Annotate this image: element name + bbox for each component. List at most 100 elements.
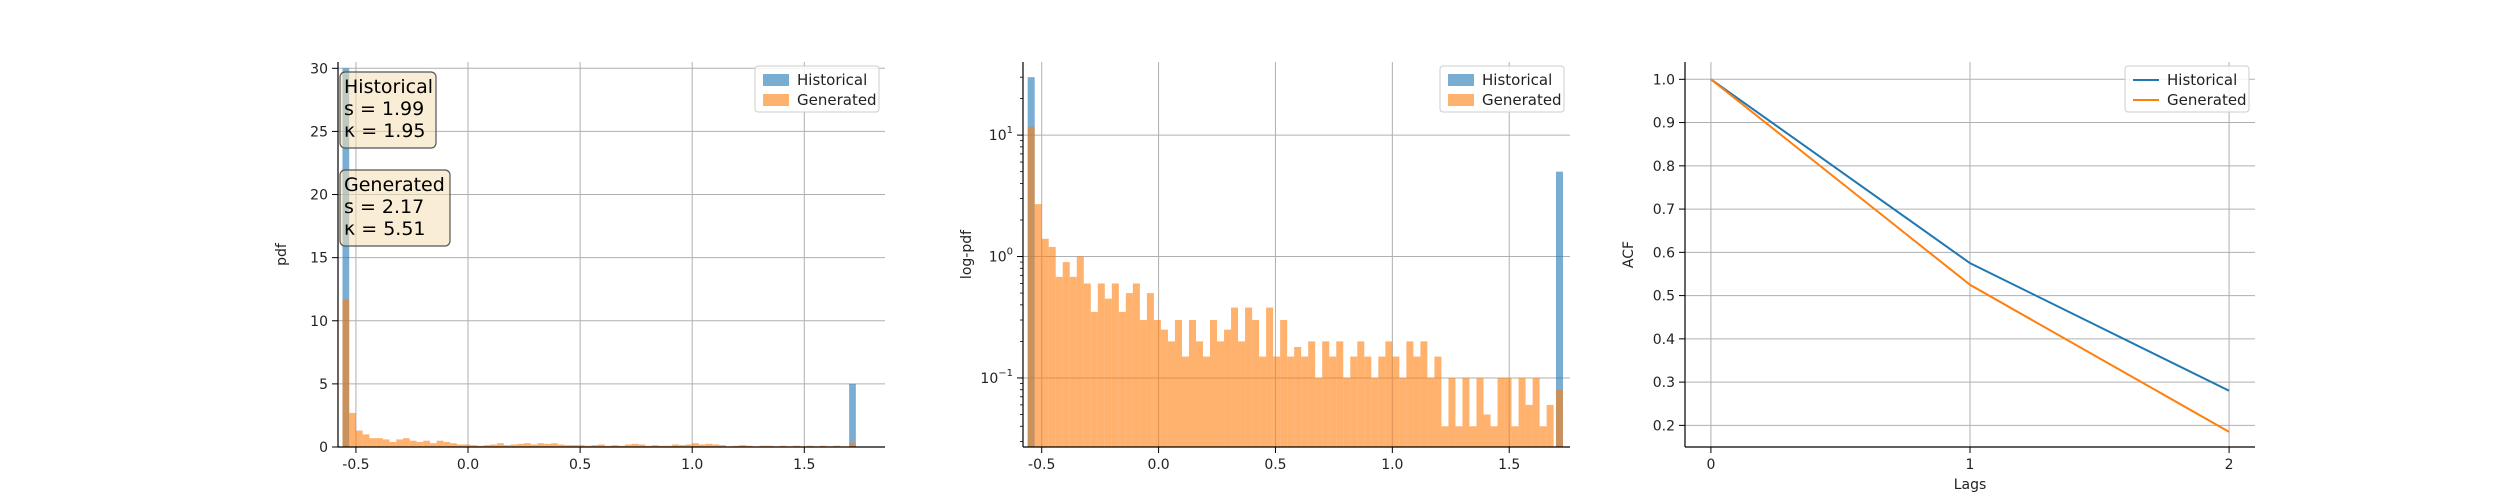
bar-generated: [550, 443, 558, 447]
bar-generated: [1364, 356, 1372, 447]
bar-generated: [1097, 283, 1105, 447]
bar-generated: [779, 445, 787, 447]
y-tick-label: 0: [319, 440, 328, 456]
bar-generated: [678, 445, 686, 447]
bar-generated: [631, 443, 639, 447]
bar-generated: [1483, 414, 1491, 447]
bar-generated: [470, 445, 477, 447]
bar-generated: [1188, 320, 1196, 447]
bar-generated: [436, 440, 444, 447]
bar-generated: [537, 443, 545, 447]
y-tick-label: 15: [310, 251, 328, 267]
legend-swatch-historical: [763, 74, 789, 86]
stats-line: κ = 5.51: [344, 218, 426, 240]
bar-generated: [685, 444, 693, 447]
bar-generated: [611, 445, 619, 447]
bar-generated: [577, 445, 585, 447]
bar-generated: [1104, 298, 1112, 447]
bar-generated: [766, 445, 773, 447]
bar-generated: [1055, 276, 1063, 447]
bar-generated: [651, 445, 659, 447]
bar-generated: [483, 445, 491, 447]
y-tick-exponent: −1: [998, 368, 1013, 379]
y-tick-label: 0.3: [1653, 375, 1675, 391]
legend-label-historical: Historical: [2167, 71, 2237, 89]
bar-generated: [1181, 356, 1189, 447]
bar-generated: [1174, 320, 1182, 447]
bar-generated: [1511, 426, 1519, 447]
bar-generated: [1153, 320, 1161, 447]
stats-line: Historical: [344, 76, 433, 98]
legend-swatch-generated: [763, 94, 789, 106]
bar-generated: [1027, 126, 1035, 447]
bar-generated: [1090, 311, 1098, 447]
bar-generated: [497, 443, 504, 447]
y-axis-label: log-pdf: [959, 229, 975, 279]
y-axis-label: pdf: [274, 242, 290, 266]
bar-generated: [591, 445, 599, 447]
line-generated: [1710, 78, 2230, 433]
bar-generated: [1034, 204, 1042, 447]
bar-generated: [819, 445, 827, 447]
stats-line: s = 1.99: [344, 98, 424, 120]
line-historical: [1710, 78, 2230, 392]
bar-generated: [1252, 320, 1260, 447]
stats-box-frame: [339, 169, 451, 247]
bar-generated: [1146, 293, 1154, 447]
y-tick-label: 100: [989, 247, 1013, 266]
bar-generated: [349, 412, 356, 447]
stats-line: κ = 1.95: [344, 120, 426, 142]
acf-line-panel: 0 1 2 0.2 0.3 0.4 0.5 0.6 0.7 0.8 0.9 1.0 ACF Lags His…: [1621, 62, 2255, 493]
bar-generated: [705, 443, 713, 447]
bar-generated: [1301, 356, 1309, 447]
x-tick-label: 1.0: [1381, 457, 1403, 473]
legend-label-historical: Historical: [1482, 71, 1552, 89]
bar-generated: [1315, 377, 1323, 447]
pdf-histogram-panel: -0.5 0.0 0.5 1.0 1.5 0 5 10 15 20 25 30 pdf Historica…: [274, 61, 885, 473]
bar-generated: [530, 444, 538, 447]
bar-generated: [1490, 426, 1498, 447]
bar-generated: [692, 443, 699, 447]
bar-generated: [1329, 356, 1337, 447]
bar-generated: [362, 434, 370, 447]
y-tick-base: 10: [980, 371, 998, 387]
bar-generated: [1378, 356, 1386, 447]
y-axis-label: ACF: [1621, 241, 1637, 268]
bar-generated: [517, 443, 525, 447]
bar-generated: [712, 444, 720, 447]
bar-generated: [1195, 341, 1203, 447]
y-tick-label: 30: [310, 61, 328, 77]
bar-generated: [1076, 256, 1084, 447]
y-tick-label: 0.5: [1653, 289, 1675, 305]
legend-swatch-generated: [1448, 94, 1474, 106]
bar-generated: [672, 444, 679, 447]
bar-generated: [1392, 356, 1400, 447]
bar-generated: [389, 441, 397, 447]
bar-generated: [463, 444, 471, 447]
legend: Historical Generated: [754, 65, 880, 113]
bar-generated: [849, 442, 856, 447]
y-tick-label: 0.8: [1653, 159, 1675, 175]
bar-generated: [544, 443, 551, 447]
stats-line: Generated: [344, 174, 445, 196]
bar-generated: [1111, 283, 1119, 447]
bar-generated: [1357, 341, 1365, 447]
bar-generated: [1539, 426, 1547, 447]
y-tick-label: 101: [989, 125, 1013, 144]
bar-generated: [658, 445, 666, 447]
bar-generated: [1160, 329, 1168, 447]
bar-generated: [1420, 341, 1428, 447]
bar-generated: [618, 445, 625, 447]
bar-generated: [604, 445, 612, 447]
bar-generated: [355, 430, 363, 447]
stats-box-frame: [339, 71, 437, 149]
bar-generated: [443, 441, 451, 447]
bar-generated: [1217, 341, 1225, 447]
y-tick-label: 0.9: [1653, 116, 1675, 132]
bar-generated: [1062, 262, 1070, 447]
stats-line: s = 2.17: [344, 196, 424, 218]
bar-generated: [1322, 341, 1330, 447]
bar-generated: [369, 438, 377, 447]
